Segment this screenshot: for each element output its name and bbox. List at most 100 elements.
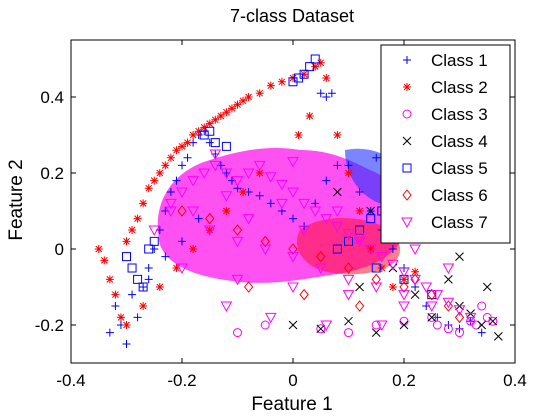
data-point [233,328,242,338]
data-point [331,206,344,218]
data-point [316,324,326,334]
data-point [122,252,131,262]
data-point [333,131,342,139]
data-point [150,245,159,253]
legend-marker [402,109,412,119]
data-point [210,138,220,148]
data-point [231,176,244,187]
data-points [94,54,503,348]
data-point [187,206,199,218]
data-point [231,236,244,248]
data-point [172,146,181,155]
data-point [409,274,421,286]
data-point [398,267,410,278]
data-point [139,302,148,310]
data-point [309,206,322,218]
legend-label: Class 1 [431,51,488,70]
data-point [442,297,455,309]
data-point [233,100,242,109]
legend-item: Class 4 [402,132,488,151]
y-tick-label: 0 [55,240,64,259]
x-tick-label: 0 [288,371,297,390]
data-point [255,191,264,200]
data-point [420,282,433,294]
dense-point-cloud-red [296,218,400,275]
data-point [176,263,188,275]
data-point [344,161,353,170]
x-tick-label: -0.4 [56,371,85,390]
data-point [310,54,320,64]
data-point [300,70,309,79]
legend-item: Class 6 [402,186,488,205]
data-point [259,244,272,256]
data-point [128,290,137,299]
data-point [176,187,188,199]
data-point [443,324,453,334]
data-point [287,187,299,199]
data-point [100,256,109,265]
data-point [209,149,222,161]
legend-item: Class 1 [403,51,488,70]
data-point [388,245,397,253]
data-point [148,225,161,237]
data-point [488,316,498,326]
data-point [471,320,481,330]
data-point [332,244,342,254]
data-point [205,138,214,147]
legend-box [380,44,511,244]
data-point [316,58,325,67]
data-point [264,312,277,324]
data-point [172,264,181,272]
data-point [400,275,408,284]
data-point [488,316,498,326]
data-point [242,168,255,180]
data-point [166,153,175,162]
data-point [375,252,388,263]
data-point [366,245,375,253]
data-point [371,263,381,273]
data-point [354,300,365,312]
legend-marker [403,83,411,91]
data-point [288,243,298,255]
legend-item: Class 2 [403,78,488,97]
data-point [344,316,353,326]
data-point [144,275,153,284]
data-point [220,301,233,313]
data-point [255,169,264,177]
data-point [398,290,410,301]
data-point [161,161,170,170]
data-point [322,74,331,82]
data-point [139,283,148,291]
data-point [205,126,215,136]
data-point [220,168,233,180]
data-point [366,214,376,224]
data-point [172,176,181,185]
chart-title: 7-class Dataset [230,6,354,26]
data-point [150,176,159,185]
data-point [165,198,177,210]
data-point [222,207,231,215]
data-point [353,236,366,248]
x-tick-label: 0.4 [503,371,527,390]
data-point [221,141,231,151]
data-point [353,233,366,244]
data-point [316,250,326,263]
data-point [388,283,397,291]
data-point [371,328,381,337]
data-point [427,312,437,322]
y-axis-label: Feature 2 [6,159,27,240]
data-point [287,282,299,294]
data-point [194,127,203,136]
data-point [431,290,444,301]
data-point [370,282,383,294]
data-point [322,93,331,101]
data-point [331,221,344,233]
data-point [299,288,309,301]
legend: Class 1 Class 2 Class 3 Class 4 Class 5 Class… [380,44,511,244]
data-point [243,281,254,293]
x-axis-label: Feature 1 [251,394,332,415]
data-point [399,281,409,293]
legend-marker [403,56,411,64]
data-point [455,252,464,261]
data-point [122,321,131,329]
